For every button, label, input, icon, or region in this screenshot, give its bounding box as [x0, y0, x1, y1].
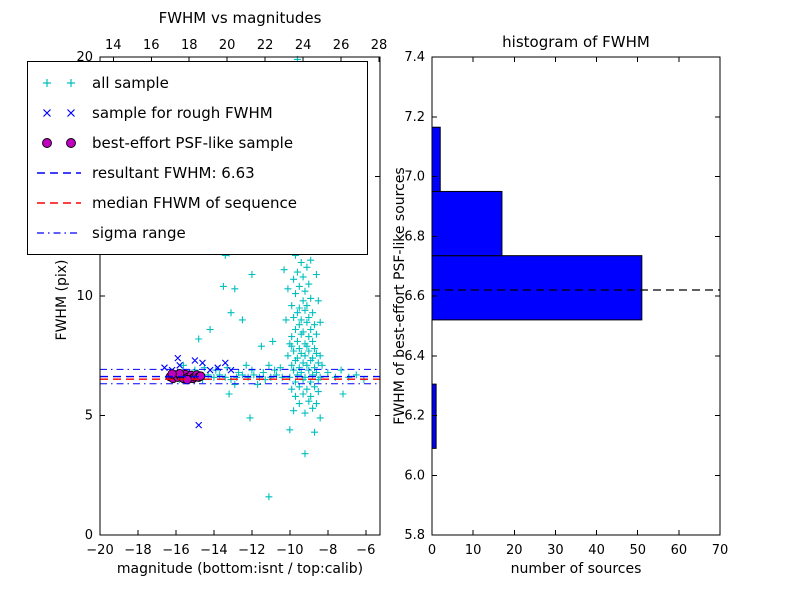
legend-dashed-icon [37, 202, 81, 204]
svg-text:24: 24 [295, 38, 312, 53]
right-plot-ylabel: FWHM of best-effort PSF-like sources [392, 167, 408, 425]
legend-item: median FHWM of sequence [34, 188, 361, 218]
svg-text:50: 50 [629, 543, 646, 558]
svg-text:40: 40 [588, 543, 605, 558]
right-plot-title: histogram of FWHM [502, 33, 650, 51]
legend-item-label: median FHWM of sequence [92, 194, 297, 212]
histogram-bar [431, 255, 643, 321]
svg-text:22: 22 [257, 38, 274, 53]
legend-item-label: resultant FWHM: 6.63 [92, 164, 255, 182]
left-plot-xlabel: magnitude (bottom:isnt / top:calib) [116, 561, 364, 577]
legend-item: best-effort PSF-like sample [34, 128, 361, 158]
svg-text:18: 18 [181, 38, 198, 53]
svg-text:0: 0 [428, 543, 436, 558]
series-x [161, 354, 235, 429]
svg-text:6.4: 6.4 [404, 349, 425, 364]
svg-text:28: 28 [371, 38, 388, 53]
legend-item: all sample [34, 68, 361, 98]
legend-circle-icon [42, 138, 76, 148]
svg-text:30: 30 [547, 543, 564, 558]
legend-item: sample for rough FWHM [34, 98, 361, 128]
svg-text:6.8: 6.8 [404, 229, 425, 244]
legend-item-label: best-effort PSF-like sample [92, 134, 294, 152]
svg-text:16: 16 [143, 38, 160, 53]
svg-text:0: 0 [85, 528, 93, 543]
legend-item-label: all sample [92, 74, 169, 92]
left-plot-title: FWHM vs magnitudes [158, 9, 322, 27]
svg-text:7.4: 7.4 [404, 50, 425, 65]
svg-text:6.6: 6.6 [404, 289, 425, 304]
svg-text:−18: −18 [124, 543, 151, 558]
svg-text:10: 10 [76, 289, 93, 304]
histogram-bar [431, 190, 503, 257]
legend-item: sigma range [34, 218, 361, 248]
svg-text:20: 20 [219, 38, 236, 53]
svg-text:14: 14 [105, 38, 122, 53]
legend-plus-icon [43, 79, 75, 87]
svg-text:−16: −16 [162, 543, 189, 558]
svg-text:5: 5 [85, 409, 93, 424]
svg-text:5.8: 5.8 [404, 528, 425, 543]
histogram-bar [431, 383, 437, 449]
svg-text:20: 20 [506, 543, 523, 558]
svg-text:−20: −20 [86, 543, 113, 558]
legend-item-label: sample for rough FWHM [92, 104, 273, 122]
svg-text:−6: −6 [356, 543, 375, 558]
legend-item: resultant FWHM: 6.63 [34, 158, 361, 188]
svg-text:6.2: 6.2 [404, 409, 425, 424]
svg-text:70: 70 [712, 543, 729, 558]
legend-item-label: sigma range [92, 224, 186, 242]
svg-text:6.0: 6.0 [404, 468, 425, 483]
right-plot: 0 10 20 30 40 50 60 70 5.8 6.0 6.2 6.4 6.6 6.8 7.0 7.2 7… [404, 50, 728, 558]
legend-dashdot-icon [37, 232, 81, 234]
svg-text:−8: −8 [318, 543, 337, 558]
svg-text:60: 60 [671, 543, 688, 558]
svg-text:26: 26 [333, 38, 350, 53]
svg-text:7.2: 7.2 [404, 110, 425, 125]
legend-dashed-icon [37, 172, 81, 174]
right-plot-xlabel: number of sources [510, 561, 642, 577]
svg-text:7.0: 7.0 [404, 170, 425, 185]
svg-text:10: 10 [465, 543, 482, 558]
legend: all sample sample for rough FWHM best-effo… [27, 61, 368, 255]
svg-text:−14: −14 [200, 543, 227, 558]
left-plot: −20 −18 −16 −14 −12 −10 −8 −6 14 16 18 20 22 24 26 28 0 5… [76, 38, 387, 558]
legend-x-icon [43, 109, 75, 117]
svg-text:−12: −12 [238, 543, 265, 558]
svg-text:−10: −10 [276, 543, 303, 558]
histogram-bar [431, 126, 441, 192]
